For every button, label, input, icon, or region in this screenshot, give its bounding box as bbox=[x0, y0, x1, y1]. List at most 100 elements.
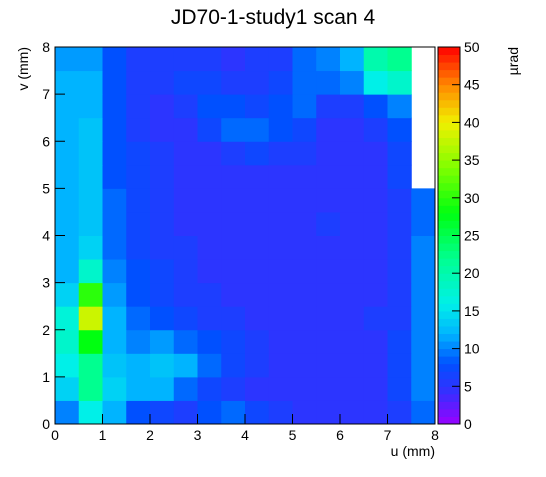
heatmap-cell bbox=[387, 235, 412, 260]
heatmap-cell bbox=[78, 47, 103, 72]
heatmap-cell bbox=[197, 164, 222, 189]
heatmap-cell bbox=[268, 141, 293, 166]
heatmap-cell bbox=[340, 188, 365, 213]
heatmap-cell bbox=[268, 235, 293, 260]
heatmap-cell bbox=[363, 47, 388, 72]
heatmap-cell bbox=[173, 306, 198, 331]
heatmap-cell bbox=[268, 164, 293, 189]
y-tick-label: 0 bbox=[42, 416, 50, 432]
heatmap-cell bbox=[197, 329, 222, 354]
heatmap-cell bbox=[387, 376, 412, 401]
heatmap-cell bbox=[292, 211, 317, 236]
colorbar-tick-label: 30 bbox=[464, 190, 480, 206]
heatmap-cell bbox=[363, 235, 388, 260]
heatmap-cell bbox=[268, 353, 293, 378]
heatmap-cell bbox=[363, 259, 388, 284]
heatmap-cell bbox=[150, 211, 175, 236]
colorbar-band bbox=[438, 167, 460, 176]
heatmap-cell bbox=[245, 282, 270, 307]
heatmap-cell bbox=[292, 188, 317, 213]
colorbar-tick-label: 40 bbox=[464, 114, 480, 130]
heatmap-cell bbox=[55, 164, 80, 189]
heatmap-cell bbox=[197, 376, 222, 401]
heatmap-cell bbox=[411, 306, 436, 331]
heatmap-cell bbox=[340, 47, 365, 72]
heatmap-cell bbox=[173, 70, 198, 95]
heatmap-cell bbox=[363, 164, 388, 189]
heatmap-cell bbox=[55, 259, 80, 284]
heatmap-cell bbox=[292, 376, 317, 401]
heatmap-cell bbox=[102, 164, 127, 189]
heatmap-cell bbox=[363, 400, 388, 425]
heatmap-cell bbox=[245, 306, 270, 331]
colorbar-band bbox=[438, 77, 460, 86]
heatmap-cell bbox=[126, 47, 151, 72]
colorbar-band bbox=[438, 152, 460, 161]
heatmap-cell bbox=[387, 164, 412, 189]
heatmap-cell bbox=[221, 164, 246, 189]
heatmap-cell bbox=[197, 353, 222, 378]
heatmap-cell bbox=[292, 94, 317, 119]
heatmap-cell bbox=[221, 329, 246, 354]
heatmap-cell bbox=[411, 400, 436, 425]
heatmap-cell bbox=[55, 329, 80, 354]
heatmap-cell bbox=[411, 353, 436, 378]
heatmap-cell bbox=[78, 235, 103, 260]
heatmap-cell bbox=[126, 117, 151, 142]
heatmap-cell bbox=[55, 117, 80, 142]
heatmap-cell bbox=[150, 94, 175, 119]
heatmap-cell bbox=[363, 282, 388, 307]
heatmap-cell bbox=[78, 188, 103, 213]
heatmap-cell bbox=[363, 117, 388, 142]
heatmap-cell bbox=[411, 188, 436, 213]
heatmap-cell bbox=[173, 400, 198, 425]
heatmap-cell bbox=[268, 70, 293, 95]
colorbar-band bbox=[438, 220, 460, 229]
heatmap-cell bbox=[340, 235, 365, 260]
heatmap-cell bbox=[292, 353, 317, 378]
heatmap-cell bbox=[387, 70, 412, 95]
heatmap-cell bbox=[411, 329, 436, 354]
colorbar-band bbox=[438, 62, 460, 71]
heatmap-cell bbox=[150, 70, 175, 95]
colorbar-band bbox=[438, 243, 460, 252]
heatmap-cell bbox=[387, 47, 412, 72]
colorbar-band bbox=[438, 160, 460, 169]
heatmap-cell bbox=[387, 211, 412, 236]
heatmap-cell bbox=[292, 400, 317, 425]
heatmap-cell bbox=[316, 188, 341, 213]
heatmap-cell bbox=[126, 376, 151, 401]
heatmap-cell bbox=[387, 94, 412, 119]
heatmap-cell bbox=[340, 70, 365, 95]
colorbar-band bbox=[438, 273, 460, 282]
heatmap-cell bbox=[268, 400, 293, 425]
y-tick-label: 5 bbox=[42, 180, 50, 196]
heatmap-cell bbox=[387, 141, 412, 166]
colorbar-band bbox=[438, 378, 460, 387]
heatmap-cell bbox=[197, 47, 222, 72]
heatmap-cell bbox=[316, 164, 341, 189]
heatmap-cell bbox=[245, 94, 270, 119]
heatmap-cell bbox=[173, 117, 198, 142]
x-axis-label: u (mm) bbox=[391, 443, 435, 459]
heatmap-cell bbox=[363, 329, 388, 354]
colorbar-band bbox=[438, 363, 460, 372]
y-tick-label: 6 bbox=[42, 133, 50, 149]
heatmap-cell bbox=[102, 47, 127, 72]
heatmap-cell bbox=[340, 259, 365, 284]
heatmap-cell bbox=[78, 376, 103, 401]
heatmap-cell bbox=[268, 306, 293, 331]
heatmap-cell bbox=[221, 282, 246, 307]
heatmap-cell bbox=[245, 329, 270, 354]
heatmap-cell bbox=[150, 306, 175, 331]
heatmap-cell bbox=[55, 70, 80, 95]
heatmap-cell bbox=[78, 141, 103, 166]
heatmap-cell bbox=[173, 47, 198, 72]
chart-title: JD70-1-study1 scan 4 bbox=[171, 6, 376, 29]
colorbar-band bbox=[438, 310, 460, 319]
y-tick-label: 7 bbox=[42, 86, 50, 102]
x-tick-label: 7 bbox=[384, 427, 392, 443]
colorbar-band bbox=[438, 84, 460, 93]
colorbar-band bbox=[438, 333, 460, 342]
heatmap-cell bbox=[387, 400, 412, 425]
